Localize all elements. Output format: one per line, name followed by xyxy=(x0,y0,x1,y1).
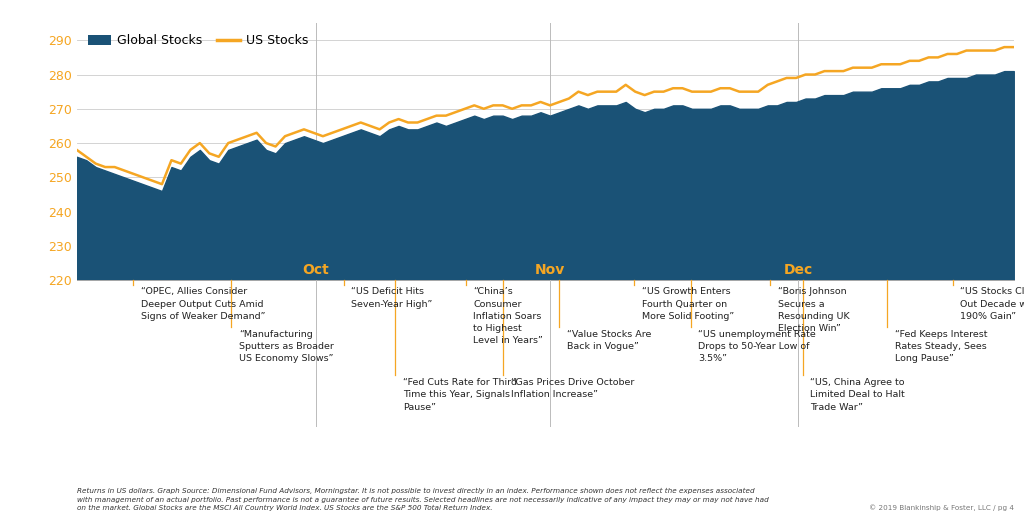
Text: “US unemployment Rate
Drops to 50-Year Low of
3.5%”: “US unemployment Rate Drops to 50-Year L… xyxy=(698,330,816,363)
Text: “OPEC, Allies Consider
Deeper Output Cuts Amid
Signs of Weaker Demand”: “OPEC, Allies Consider Deeper Output Cut… xyxy=(140,287,265,321)
Text: “US Growth Enters
Fourth Quarter on
More Solid Footing”: “US Growth Enters Fourth Quarter on More… xyxy=(642,287,734,321)
Text: Oct: Oct xyxy=(302,263,329,277)
Text: © 2019 Blankinship & Foster, LLC / pg 4: © 2019 Blankinship & Foster, LLC / pg 4 xyxy=(868,505,1014,511)
Text: Returns in US dollars. Graph Source: Dimensional Fund Advisors, Morningstar. It : Returns in US dollars. Graph Source: Dim… xyxy=(77,488,769,511)
Text: “US Deficit Hits
Seven-Year High”: “US Deficit Hits Seven-Year High” xyxy=(351,287,433,308)
Text: “US Stocks Close
Out Decade with
190% Gain”: “US Stocks Close Out Decade with 190% Ga… xyxy=(961,287,1024,321)
Text: “China’s
Consumer
Inflation Soars
to Highest
Level in Years”: “China’s Consumer Inflation Soars to Hig… xyxy=(473,287,543,345)
Text: “Value Stocks Are
Back in Vogue”: “Value Stocks Are Back in Vogue” xyxy=(567,330,651,351)
Text: “Manufacturing
Sputters as Broader
US Economy Slows”: “Manufacturing Sputters as Broader US Ec… xyxy=(239,330,334,363)
Text: “US, China Agree to
Limited Deal to Halt
Trade War”: “US, China Agree to Limited Deal to Halt… xyxy=(810,378,905,412)
Text: “Gas Prices Drive October
Inflation Increase”: “Gas Prices Drive October Inflation Incr… xyxy=(511,378,634,399)
Text: “Fed Keeps Interest
Rates Steady, Sees
Long Pause”: “Fed Keeps Interest Rates Steady, Sees L… xyxy=(895,330,987,363)
Text: “Fed Cuts Rate for Third
Time this Year, Signals
Pause”: “Fed Cuts Rate for Third Time this Year,… xyxy=(402,378,517,412)
Text: Nov: Nov xyxy=(535,263,565,277)
Legend: Global Stocks, US Stocks: Global Stocks, US Stocks xyxy=(83,29,313,52)
Text: Dec: Dec xyxy=(783,263,813,277)
Text: “Boris Johnson
Secures a
Resounding UK
Election Win”: “Boris Johnson Secures a Resounding UK E… xyxy=(777,287,849,333)
